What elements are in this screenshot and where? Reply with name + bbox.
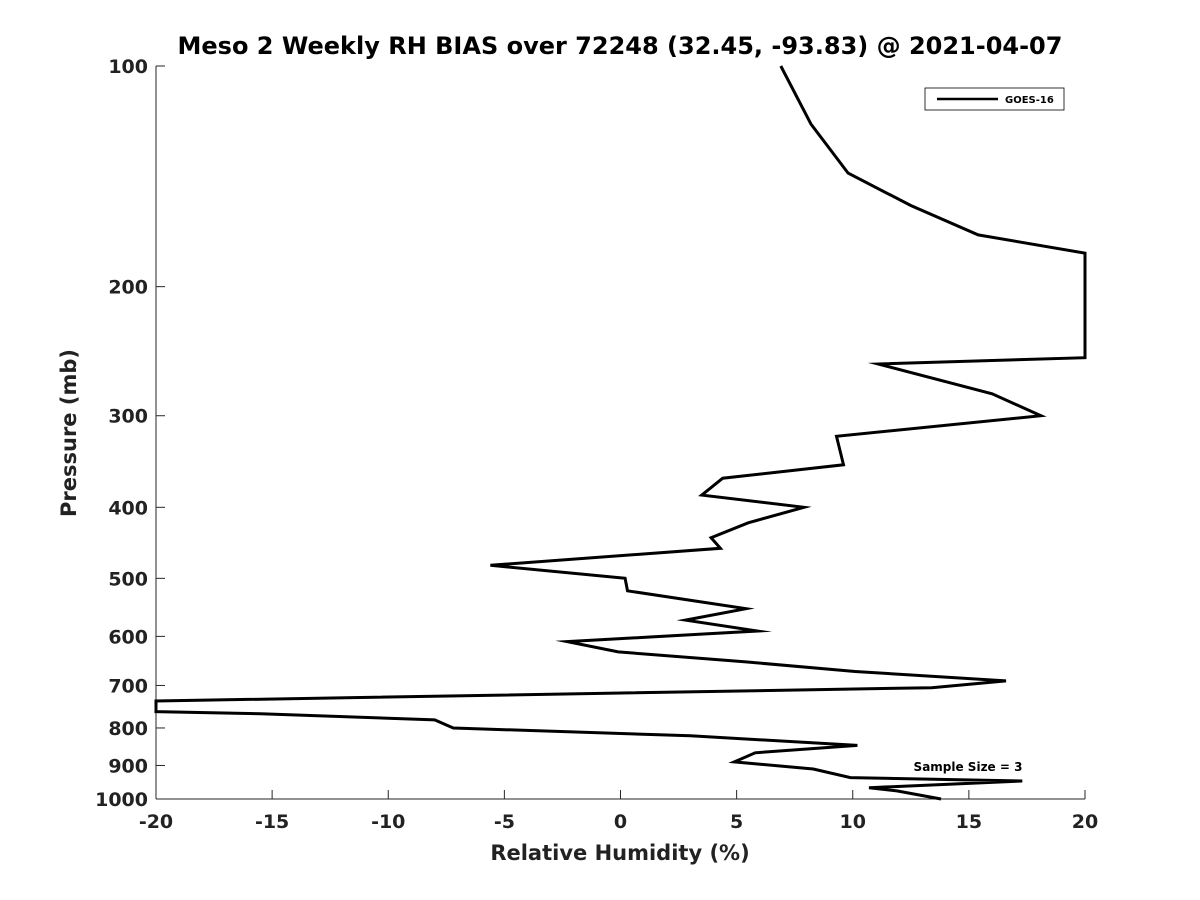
y-tick-label: 600 (108, 626, 148, 648)
legend: GOES-16 (924, 87, 1065, 111)
y-axis: 100 200 300 400 500 600 700 800 900 1000 (95, 56, 165, 811)
sample-size-annotation: Sample Size = 3 (914, 760, 1023, 774)
x-tick-label: 20 (1072, 811, 1098, 833)
x-tick-label: 0 (614, 811, 627, 833)
x-tick-label: 15 (956, 811, 982, 833)
y-tick-label: 400 (108, 497, 148, 519)
y-tick-label: 500 (108, 568, 148, 590)
x-tick-label: -5 (494, 811, 515, 833)
y-tick-label: 900 (108, 755, 148, 777)
y-tick-label: 200 (108, 277, 148, 299)
x-tick-label: 10 (840, 811, 866, 833)
legend-label-goes16: GOES-16 (1005, 95, 1054, 106)
y-tick-label: 1000 (95, 789, 148, 811)
series-layer (154, 65, 1087, 801)
series-line-goes16 (154, 65, 1087, 801)
chart-title: Meso 2 Weekly RH BIAS over 72248 (32.45,… (178, 32, 1063, 60)
y-tick-label: 100 (108, 56, 148, 78)
x-axis-label: Relative Humidity (%) (490, 841, 749, 865)
x-tick-label: 5 (730, 811, 743, 833)
x-tick-label: -10 (371, 811, 405, 833)
x-tick-label: -15 (255, 811, 289, 833)
y-tick-label: 700 (108, 675, 148, 697)
y-tick-label: 800 (108, 718, 148, 740)
plot-area (156, 66, 1085, 799)
x-tick-label: -20 (139, 811, 173, 833)
x-axis: -20 -15 -10 -5 0 5 10 15 20 (139, 790, 1098, 833)
y-tick-label: 300 (108, 406, 148, 428)
y-axis-label: Pressure (mb) (57, 349, 81, 517)
